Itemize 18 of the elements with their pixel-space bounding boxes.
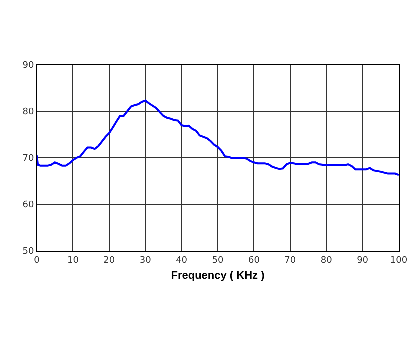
y-tick-label: 80 bbox=[22, 108, 34, 118]
x-tick-label: 60 bbox=[248, 256, 260, 266]
x-tick-label: 0 bbox=[34, 256, 40, 266]
x-tick-label: 90 bbox=[357, 256, 369, 266]
x-tick-label: 30 bbox=[140, 256, 152, 266]
x-tick-label: 100 bbox=[390, 256, 408, 266]
x-tick-label: 70 bbox=[284, 256, 296, 266]
x-tick-label: 20 bbox=[104, 256, 116, 266]
y-tick-label: 90 bbox=[22, 61, 34, 72]
x-axis-title: Frequency ( KHz ) bbox=[171, 270, 266, 282]
x-tick-label: 80 bbox=[320, 256, 333, 266]
x-tick-label: 40 bbox=[176, 256, 188, 266]
x-tick-label: 10 bbox=[67, 256, 80, 266]
y-tick-label: 50 bbox=[22, 247, 34, 258]
y-tick-label: 70 bbox=[22, 154, 34, 164]
line-series bbox=[37, 100, 399, 176]
y-tick-label: 60 bbox=[22, 200, 34, 211]
x-tick-label: 50 bbox=[212, 256, 224, 266]
